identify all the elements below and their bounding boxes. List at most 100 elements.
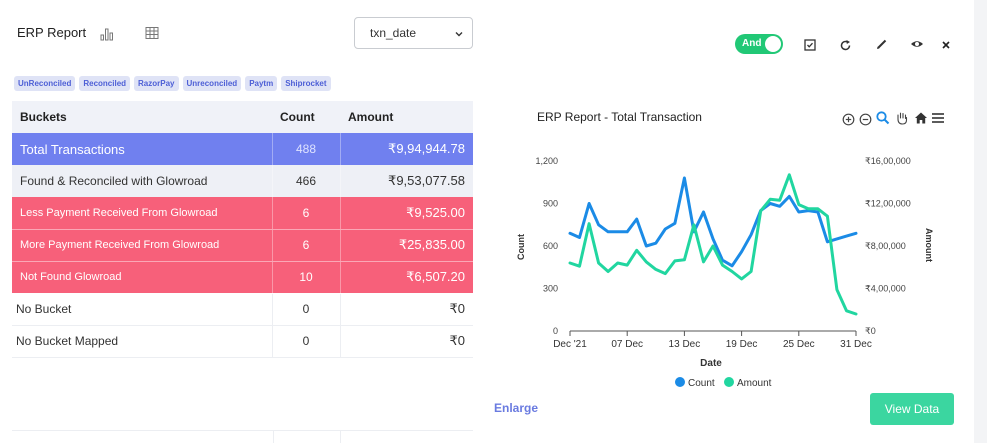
table-row-total-transactions[interactable]: Total Transactions 488 ₹9,94,944.78: [12, 133, 473, 165]
table-row-more-payment[interactable]: More Payment Received From Glowroad 6 ₹2…: [12, 229, 473, 262]
checkbox-icon[interactable]: [802, 37, 818, 53]
series-line-count: [568, 176, 858, 268]
scrollbar-track[interactable]: [974, 0, 987, 443]
close-icon[interactable]: [938, 37, 954, 53]
legend-label-count: Count: [688, 378, 715, 389]
zoom-in-icon[interactable]: [840, 111, 856, 127]
y2-tick-label: ₹12,00,000: [865, 199, 911, 209]
row-amount: ₹9,94,944.78: [339, 133, 473, 165]
row-count: 10: [271, 261, 340, 294]
legend-marker-count: [675, 377, 685, 387]
row-bucket: No Bucket: [12, 293, 272, 326]
x-tick-label: 07 Dec: [611, 339, 643, 350]
x-tick-label: 13 Dec: [669, 339, 701, 350]
header-buckets: Buckets: [12, 101, 272, 133]
refresh-icon[interactable]: [837, 37, 853, 53]
row-count: 6: [271, 197, 340, 230]
y2-tick-label: ₹16,00,000: [865, 156, 911, 166]
table-row-less-payment[interactable]: Less Payment Received From Glowroad 6 ₹9…: [12, 197, 473, 230]
pan-hand-icon-glyph: [897, 112, 908, 125]
y-axis-ticks: 0 300 600 900 1,200: [535, 156, 558, 336]
table-row-not-found[interactable]: Not Found Glowroad 10 ₹6,507.20: [12, 261, 473, 294]
y-tick-label: 1,200: [535, 156, 558, 166]
report-title: ERP Report: [17, 25, 87, 40]
row-bucket: More Payment Received From Glowroad: [12, 229, 272, 262]
row-amount: ₹0: [339, 293, 473, 326]
row-amount: ₹25,835.00: [339, 229, 473, 262]
menu-icon-glyph: [932, 113, 944, 123]
y-tick-label: 0: [553, 326, 558, 336]
view-data-button[interactable]: View Data: [870, 393, 954, 425]
header-amount: Amount: [340, 101, 473, 133]
table-row-no-bucket-mapped[interactable]: No Bucket Mapped 0 ₹0: [12, 325, 473, 358]
y-tick-label: 300: [543, 284, 558, 294]
filter-chip-unreconciled-2[interactable]: Unreconciled: [182, 76, 242, 91]
legend-marker-amount: [724, 377, 734, 387]
filter-chip-unreconciled[interactable]: UnReconciled: [14, 76, 76, 91]
filter-chips: UnReconciled Reconciled RazorPay Unrecon…: [14, 76, 331, 91]
filter-chip-paytm[interactable]: Paytm: [245, 76, 278, 91]
refresh-icon-glyph: [840, 39, 850, 50]
toggle-label: And: [742, 38, 762, 49]
table-bottom-border: [12, 430, 473, 443]
table-divider: [273, 431, 274, 443]
legend-item-count[interactable]: Count: [675, 377, 715, 389]
legend-item-amount[interactable]: Amount: [724, 377, 772, 389]
x-tick-label: 31 Dec: [840, 339, 872, 350]
toggle-knob: [765, 36, 781, 52]
zoom-out-icon-glyph: [859, 113, 871, 125]
row-amount: ₹6,507.20: [339, 261, 473, 294]
filter-chip-shiprocket[interactable]: Shiprocket: [281, 76, 331, 91]
row-count: 466: [271, 165, 340, 197]
legend-label-amount: Amount: [737, 378, 772, 389]
row-bucket: Less Payment Received From Glowroad: [12, 197, 272, 230]
filter-chip-reconciled[interactable]: Reconciled: [79, 76, 131, 91]
x-tick-label: 19 Dec: [726, 339, 758, 350]
table-header-row: Buckets Count Amount: [12, 101, 473, 133]
x-axis-label: Date: [700, 358, 722, 369]
zoom-out-icon[interactable]: [857, 111, 873, 127]
table-icon-glyph: [145, 27, 159, 39]
row-count: 488: [271, 133, 340, 165]
chevron-down-icon: [455, 32, 463, 37]
y2-tick-label: ₹8,00,000: [865, 241, 906, 251]
eye-icon[interactable]: [909, 36, 925, 52]
x-axis-ticks: Dec '21 07 Dec 13 Dec 19 Dec 25 Dec 31 Dec: [553, 331, 872, 350]
row-count: 0: [271, 325, 340, 358]
row-amount: ₹9,525.00: [339, 197, 473, 230]
row-count: 6: [271, 229, 340, 262]
selection-zoom-icon-glyph: [876, 111, 890, 125]
header-count: Count: [272, 101, 340, 133]
y2-tick-label: ₹4,00,000: [865, 284, 906, 294]
date-field-select[interactable]: txn_date: [354, 17, 473, 49]
series-line-amount: [568, 173, 858, 316]
row-bucket: Total Transactions: [12, 133, 272, 165]
row-amount: ₹9,53,077.58: [339, 165, 473, 197]
home-icon-glyph: [915, 112, 927, 124]
pencil-icon[interactable]: [874, 36, 890, 52]
y2-axis-ticks: ₹0 ₹4,00,000 ₹8,00,000 ₹12,00,000 ₹16,00,000: [865, 156, 911, 336]
row-bucket: No Bucket Mapped: [12, 325, 272, 358]
table-row-no-bucket[interactable]: No Bucket 0 ₹0: [12, 293, 473, 326]
table-row-found-reconciled[interactable]: Found & Reconciled with Glowroad 466 ₹9,…: [12, 165, 473, 197]
chart-series: [568, 173, 858, 316]
x-tick-label: 25 Dec: [783, 339, 815, 350]
menu-icon[interactable]: [930, 110, 946, 126]
chart-legend: Count Amount: [675, 377, 772, 389]
selection-zoom-icon[interactable]: [875, 110, 891, 126]
table-icon[interactable]: [144, 25, 160, 41]
row-bucket: Not Found Glowroad: [12, 261, 272, 294]
transaction-line-chart[interactable]: 0 300 600 900 1,200 ₹0 ₹4,00,000 ₹8,00,000 ₹12,…: [500, 140, 970, 395]
and-or-toggle[interactable]: And: [735, 34, 783, 54]
y-tick-label: 600: [543, 241, 558, 251]
enlarge-link[interactable]: Enlarge: [494, 401, 539, 415]
bar-chart-icon-glyph: [100, 28, 113, 41]
pan-hand-icon[interactable]: [894, 110, 910, 126]
home-icon[interactable]: [913, 110, 929, 126]
table-divider: [340, 431, 341, 443]
checkbox-icon-glyph: [804, 39, 816, 51]
bar-chart-icon[interactable]: [99, 26, 115, 42]
filter-chip-razorpay[interactable]: RazorPay: [134, 76, 179, 91]
row-count: 0: [271, 293, 340, 326]
pencil-icon-glyph: [877, 39, 887, 49]
